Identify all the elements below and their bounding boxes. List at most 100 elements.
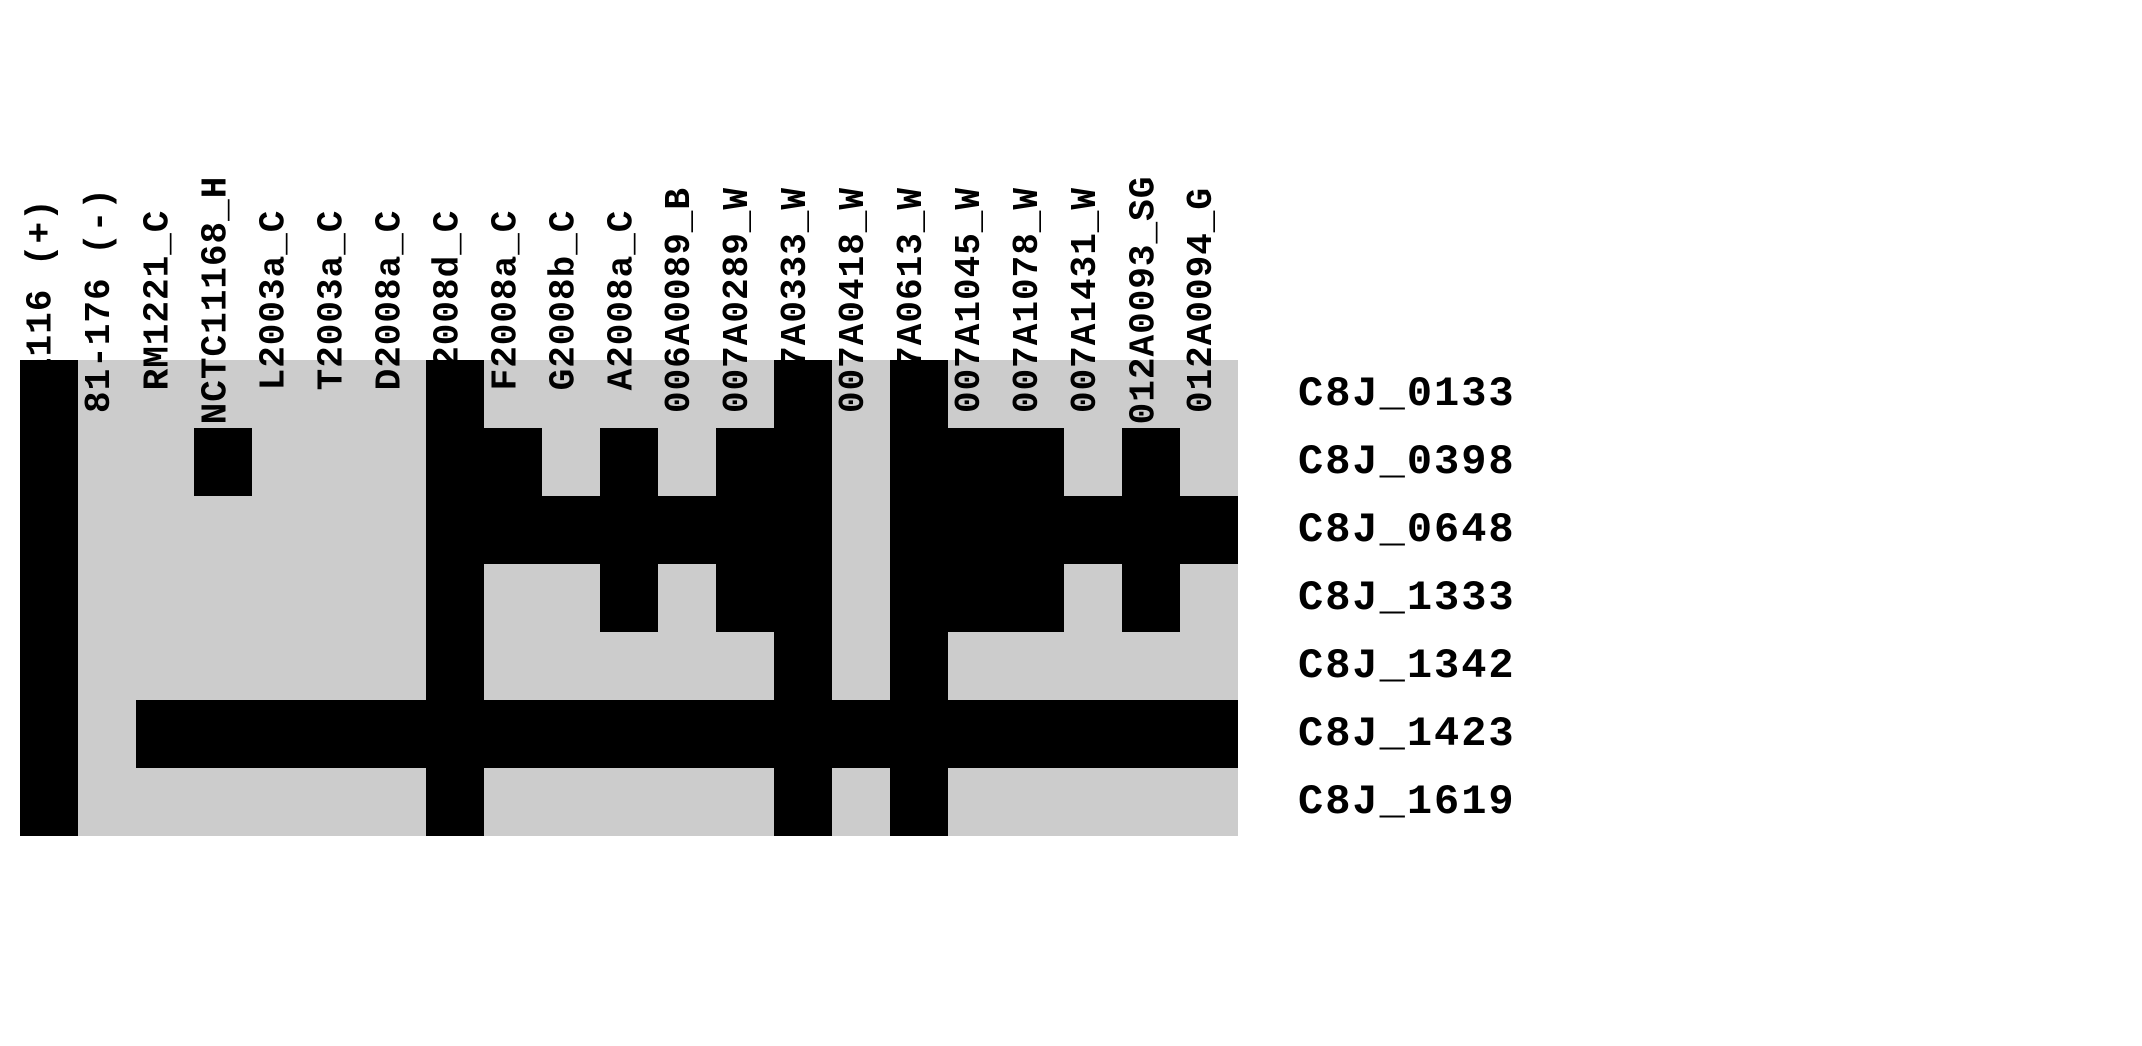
heatmap-cell [252,700,310,768]
heatmap-cell [774,496,832,564]
column-header: D2008a_C [368,310,426,360]
column-header: 012A0093_SG [1122,310,1180,360]
heatmap-cell [484,632,542,700]
heatmap-cell [310,768,368,836]
heatmap-cell [948,564,1006,632]
heatmap-cell [426,632,484,700]
heatmap-cell [136,564,194,632]
column-header-label: F2008d_C [430,210,480,461]
column-header-label: 007A0613_W [894,187,944,483]
heatmap-cell [194,632,252,700]
heatmap-cell [948,632,1006,700]
column-header: F2008d_C [426,310,484,360]
heatmap-cell [890,496,948,564]
heatmap-cell [252,768,310,836]
heatmap-cell [1006,768,1064,836]
heatmap-cell [600,768,658,836]
heatmap-cell [1122,496,1180,564]
heatmap-row [20,564,1238,632]
heatmap-cell [716,768,774,836]
row-labels-block: C8J_0133C8J_0398C8J_0648C8J_1333C8J_1342… [1298,20,1516,836]
heatmap-cell [310,564,368,632]
heatmap-cell [20,632,78,700]
column-header-label: L2003a_C [256,210,306,461]
heatmap-cell [1180,564,1238,632]
heatmap-cell [542,768,600,836]
column-header-label: T2003a_C [314,210,364,461]
heatmap-row [20,632,1238,700]
heatmap-cell [716,632,774,700]
heatmap-cell [194,700,252,768]
heatmap-cell [194,768,252,836]
heatmap-cell [368,632,426,700]
column-header-label: 012A0094_G [1184,187,1234,483]
column-header: 007A1431_W [1064,310,1122,360]
heatmap-cell [832,496,890,564]
heatmap-cell [600,700,658,768]
heatmap-cell [832,564,890,632]
heatmap-cell [1064,564,1122,632]
column-headers: 81116 (+)81-176 (-)RM1221_CNCTC11168_HL2… [20,20,1238,360]
heatmap-cell [20,564,78,632]
heatmap-cell [78,564,136,632]
heatmap-cell [194,564,252,632]
column-header-label: NCTC11168_H [198,176,248,495]
column-header-label: F2008a_C [488,210,538,461]
heatmap-cell [832,768,890,836]
row-label: C8J_1333 [1298,564,1516,632]
heatmap-cell [20,768,78,836]
heatmap-cell [1122,768,1180,836]
heatmap-cell [484,564,542,632]
heatmap-cell [20,496,78,564]
column-header: A2008a_C [600,310,658,360]
row-label: C8J_0648 [1298,496,1516,564]
heatmap-cell [774,768,832,836]
heatmap-cell [78,700,136,768]
heatmap-cell [310,632,368,700]
heatmap-cell [948,768,1006,836]
column-header: 006A0089_B [658,310,716,360]
heatmap-cell [600,564,658,632]
heatmap-cell [658,496,716,564]
heatmap-cell [136,700,194,768]
column-header-label: A2008a_C [604,210,654,461]
heatmap-cell [310,496,368,564]
column-header-label: 012A0093_SG [1126,176,1176,495]
heatmap-cell [1122,632,1180,700]
column-header-label: 007A1078_W [1010,187,1060,483]
heatmap-cell [890,632,948,700]
column-header-label: 81-176 (-) [82,187,132,483]
column-header: G2008b_C [542,310,600,360]
heatmap-cell [368,768,426,836]
row-label: C8J_0398 [1298,428,1516,496]
heatmap-cell [542,564,600,632]
heatmap-cell [368,496,426,564]
heatmap-cell [368,564,426,632]
heatmap-cell [78,496,136,564]
heatmap-cell [658,768,716,836]
column-header: 007A0333_W [774,310,832,360]
heatmap-cell [368,700,426,768]
heatmap-cell [658,564,716,632]
heatmap-cell [658,700,716,768]
column-header: 81-176 (-) [78,310,136,360]
heatmap-cell [136,768,194,836]
heatmap-left-block: 81116 (+)81-176 (-)RM1221_CNCTC11168_HL2… [20,20,1238,836]
heatmap-cell [774,632,832,700]
heatmap-cell [890,768,948,836]
heatmap-cell [832,632,890,700]
heatmap-cell [426,496,484,564]
heatmap-cell [1180,496,1238,564]
heatmap-cell [136,496,194,564]
row-label: C8J_1342 [1298,632,1516,700]
heatmap-cell [426,768,484,836]
column-header-label: D2008a_C [372,210,422,461]
heatmap-cell [948,700,1006,768]
heatmap-cell [716,564,774,632]
heatmap-cell [1180,700,1238,768]
row-labels-list: C8J_0133C8J_0398C8J_0648C8J_1333C8J_1342… [1298,360,1516,836]
heatmap-cell [542,632,600,700]
column-header: RM1221_C [136,310,194,360]
heatmap-cell [774,700,832,768]
heatmap-cell [426,700,484,768]
